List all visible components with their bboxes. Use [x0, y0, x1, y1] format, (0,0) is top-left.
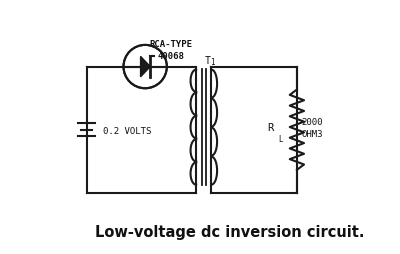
Text: R: R [268, 123, 274, 133]
Text: 2000
OHM3: 2000 OHM3 [302, 117, 323, 138]
Text: T: T [205, 55, 211, 65]
Polygon shape [140, 57, 150, 77]
Text: 1: 1 [210, 58, 214, 67]
Text: RCA-TYPE
40068: RCA-TYPE 40068 [149, 40, 192, 61]
Circle shape [124, 47, 166, 88]
Text: Low-voltage dc inversion circuit.: Low-voltage dc inversion circuit. [96, 224, 365, 239]
Text: L: L [278, 135, 282, 144]
Text: 0.2 VOLTS: 0.2 VOLTS [103, 127, 152, 136]
